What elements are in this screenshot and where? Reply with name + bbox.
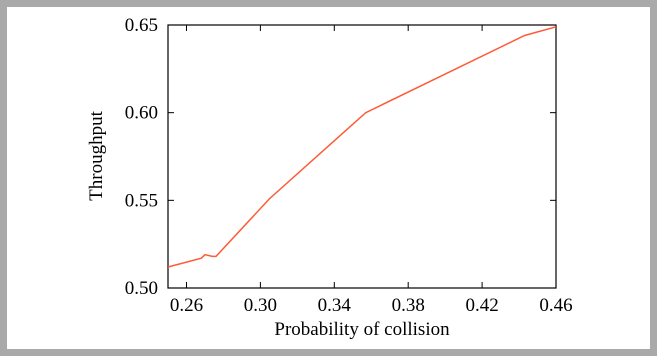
series-group: [167, 26, 557, 268]
plot-area: [167, 24, 557, 289]
tick-labels-group: 0.26 0.30 0.34 0.38 0.42 0.46 0.50 0.55 0.60 0.65: [125, 15, 573, 316]
ticks-group: [168, 24, 557, 289]
y-tick-label: 0.50: [125, 278, 158, 299]
x-tick-label: 0.38: [392, 295, 425, 316]
x-tick-label: 0.26: [170, 295, 203, 316]
series-line: [167, 26, 557, 268]
x-tick-label: 0.30: [244, 295, 277, 316]
x-axis-label: Probability of collision: [274, 319, 450, 340]
y-axis-label: Throughput: [86, 110, 107, 200]
x-tick-label: 0.42: [465, 295, 498, 316]
y-tick-label: 0.65: [125, 15, 158, 36]
y-tick-label: 0.60: [125, 103, 158, 124]
x-tick-label: 0.34: [318, 295, 352, 316]
y-tick-label: 0.55: [125, 190, 158, 211]
x-tick-label: 0.46: [539, 295, 572, 316]
